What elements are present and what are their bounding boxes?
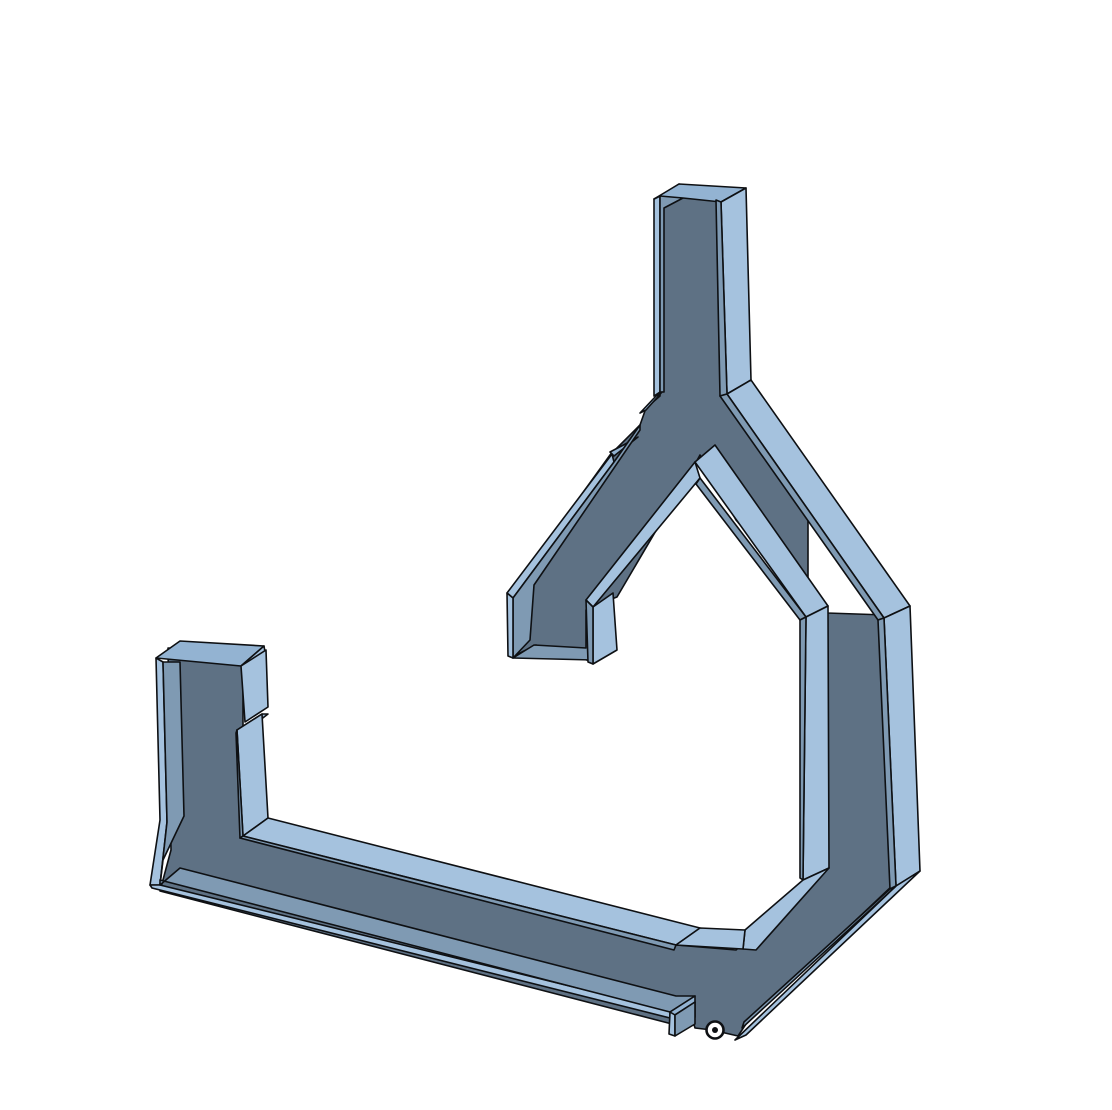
left-arm-inner-end-side [585, 599, 594, 665]
outer-bottom-right-inner [741, 885, 897, 1029]
hook-right-upper-wall [240, 649, 269, 723]
bottom-end-tab-side [674, 1001, 696, 1037]
bottom-inner-wall-end [675, 927, 746, 950]
outer-bottom-right-wall [734, 870, 921, 1041]
stem-left-wall-face [653, 195, 661, 397]
channel-part[interactable] [149, 183, 921, 1041]
inner-right-vertical-wall [802, 605, 830, 881]
origin-point-icon[interactable] [705, 1020, 725, 1040]
bottom-end-tab-face [668, 1011, 676, 1037]
left-arm-end-left-wall [506, 592, 514, 659]
hook-outer-left-inner [159, 661, 185, 886]
bottom-inner-wall-side [239, 835, 677, 951]
left-arm-outer-inner [512, 424, 641, 659]
left-arm-inner-end-wall [592, 592, 618, 665]
stem-left-stub [639, 391, 663, 414]
